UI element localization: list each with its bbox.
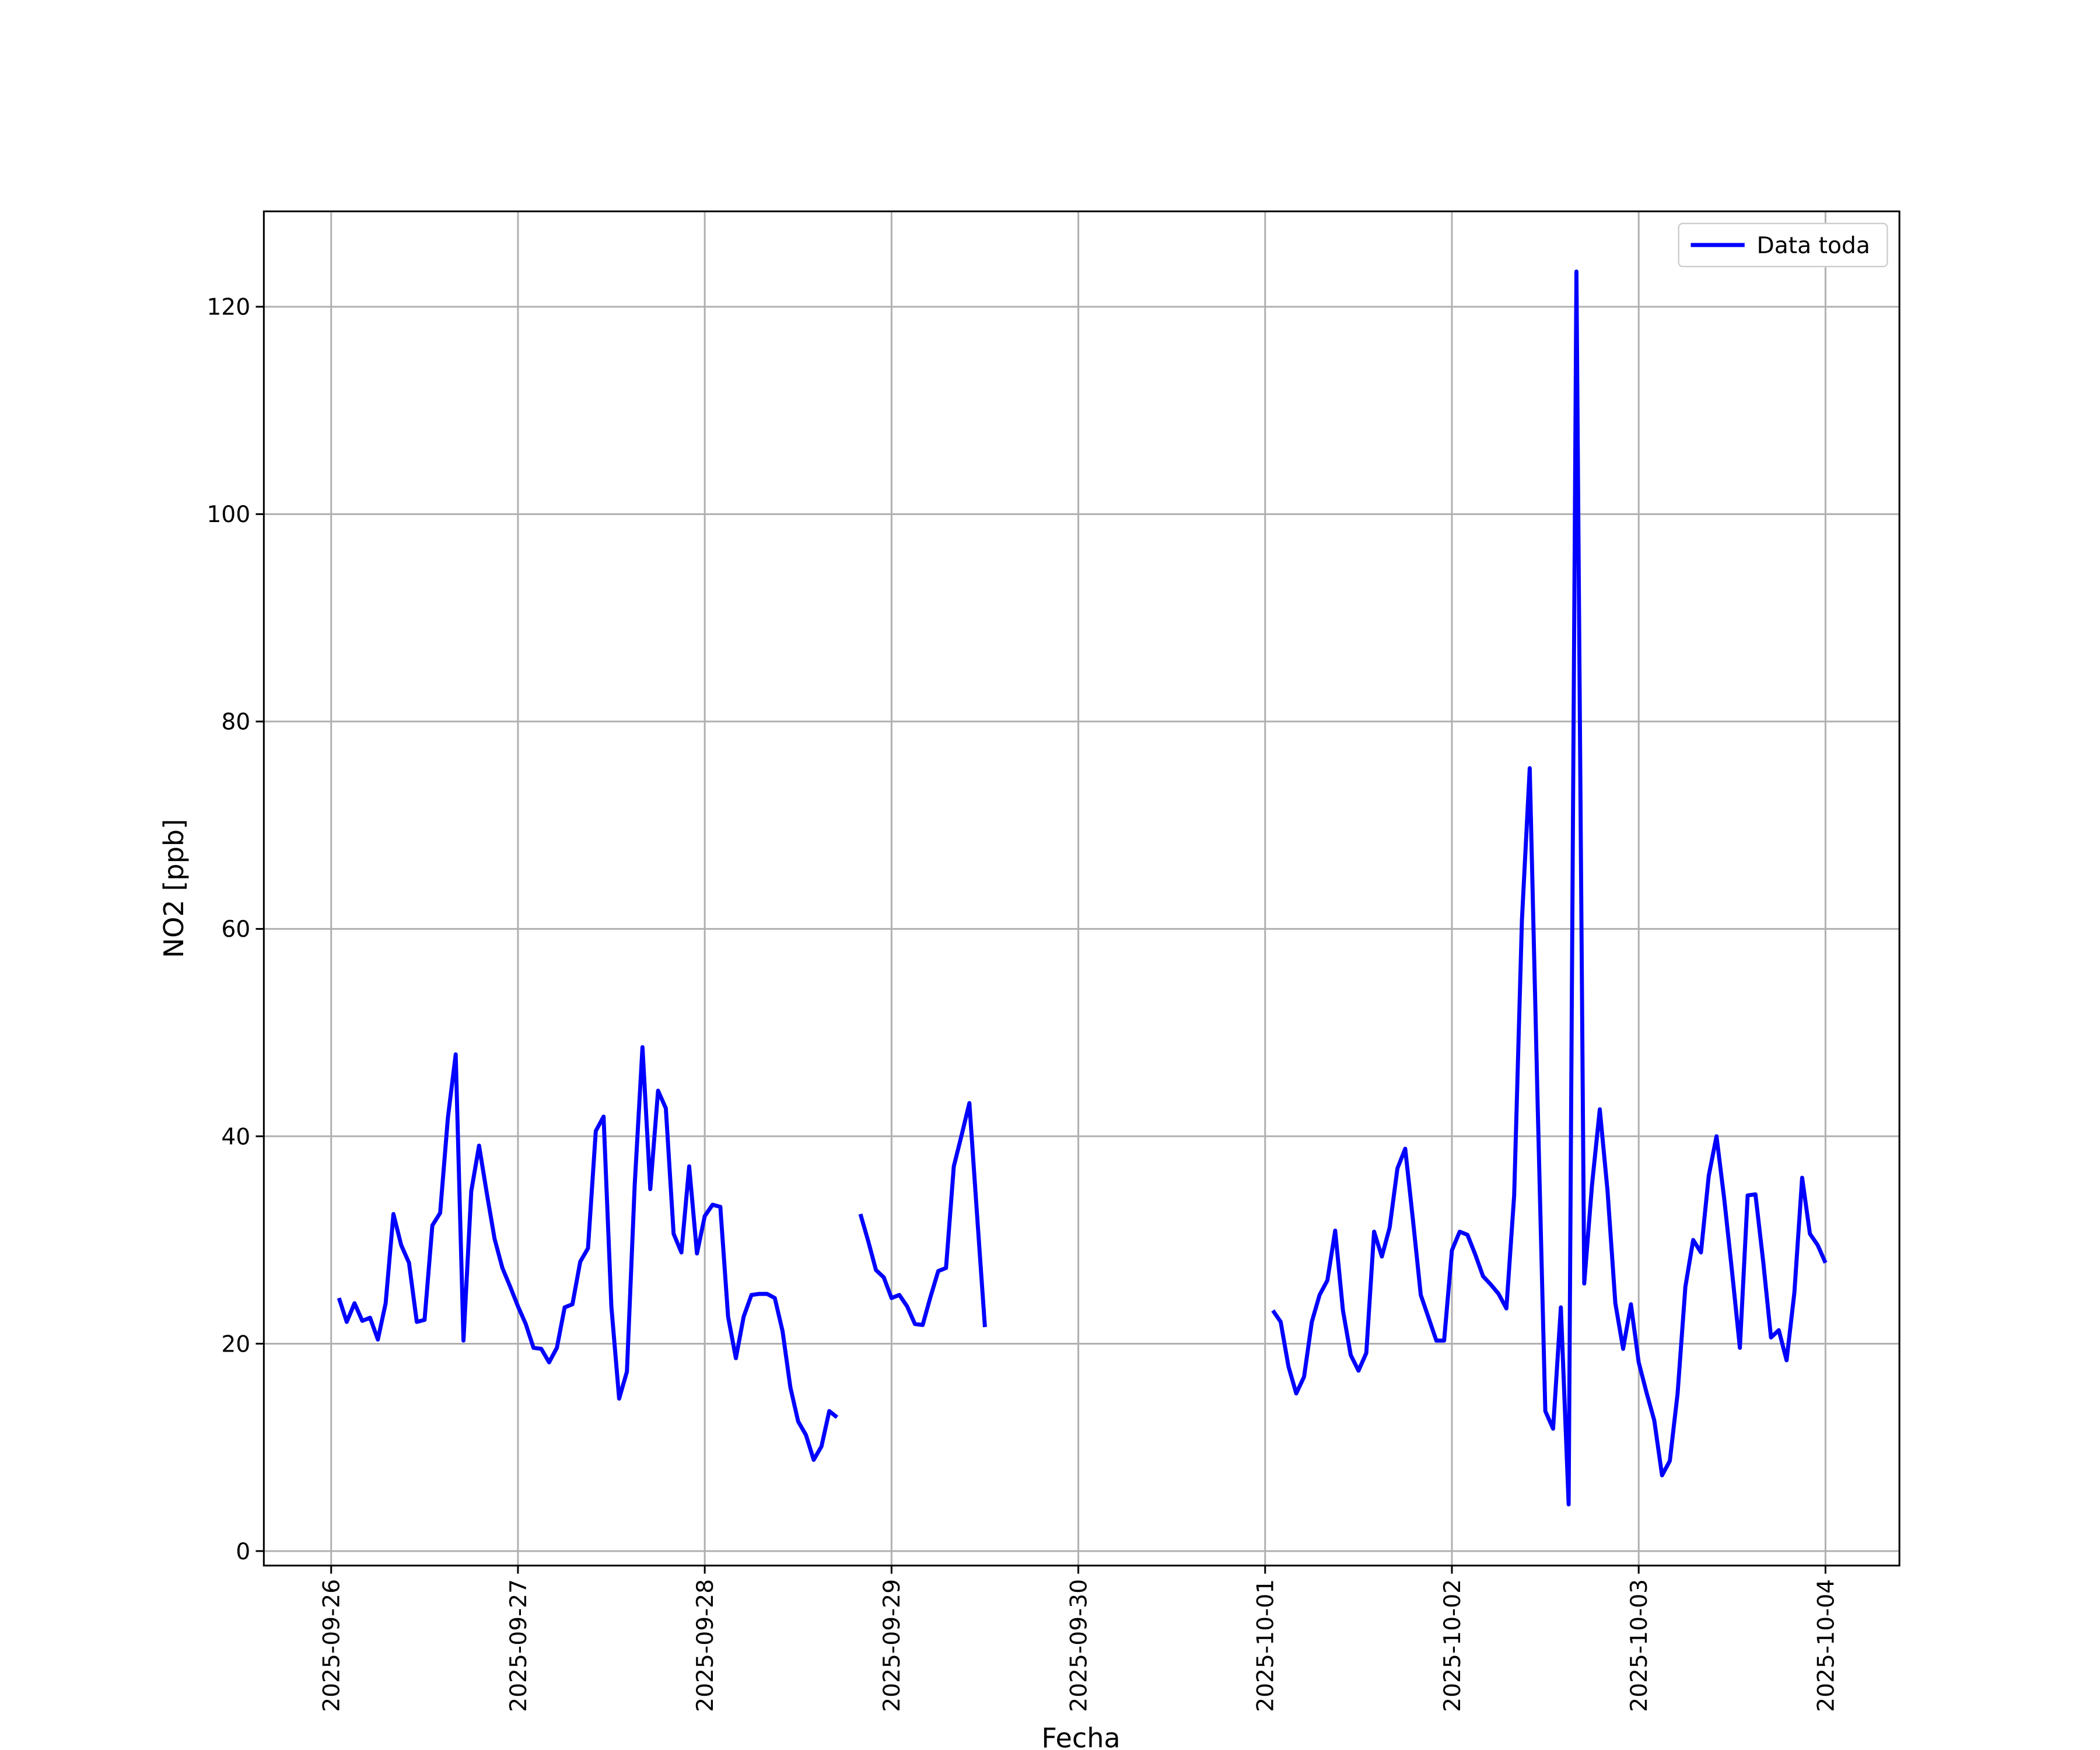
x-tick-label: 2025-09-28 xyxy=(692,1579,719,1712)
legend-label: Data toda xyxy=(1757,233,1870,259)
y-tick-label: 60 xyxy=(221,916,250,943)
x-tick-label: 2025-10-03 xyxy=(1626,1579,1653,1712)
y-tick-label: 120 xyxy=(206,295,250,321)
x-tick-label: 2025-10-01 xyxy=(1253,1579,1279,1712)
data-line xyxy=(337,269,1828,1507)
plot-frame xyxy=(262,210,1901,1567)
legend-box xyxy=(1678,222,1888,268)
y-axis-label: NO2 [ppb] xyxy=(158,819,190,958)
y-tick-label: 100 xyxy=(206,502,250,528)
x-axis-label: Fecha xyxy=(1041,1722,1120,1750)
x-tick-label: 2025-10-04 xyxy=(1813,1579,1839,1712)
x-tick-label: 2025-09-30 xyxy=(1066,1579,1092,1712)
x-tick-label: 2025-09-29 xyxy=(879,1579,905,1712)
x-tick-label: 2025-09-27 xyxy=(506,1579,532,1712)
x-tick-label: 2025-10-02 xyxy=(1440,1579,1466,1712)
x-tick-label: 2025-09-26 xyxy=(319,1579,345,1712)
y-tick-label: 40 xyxy=(221,1124,250,1150)
y-tick-label: 0 xyxy=(236,1539,250,1565)
y-tick-label: 20 xyxy=(221,1331,250,1357)
y-tick-label: 80 xyxy=(221,709,250,736)
